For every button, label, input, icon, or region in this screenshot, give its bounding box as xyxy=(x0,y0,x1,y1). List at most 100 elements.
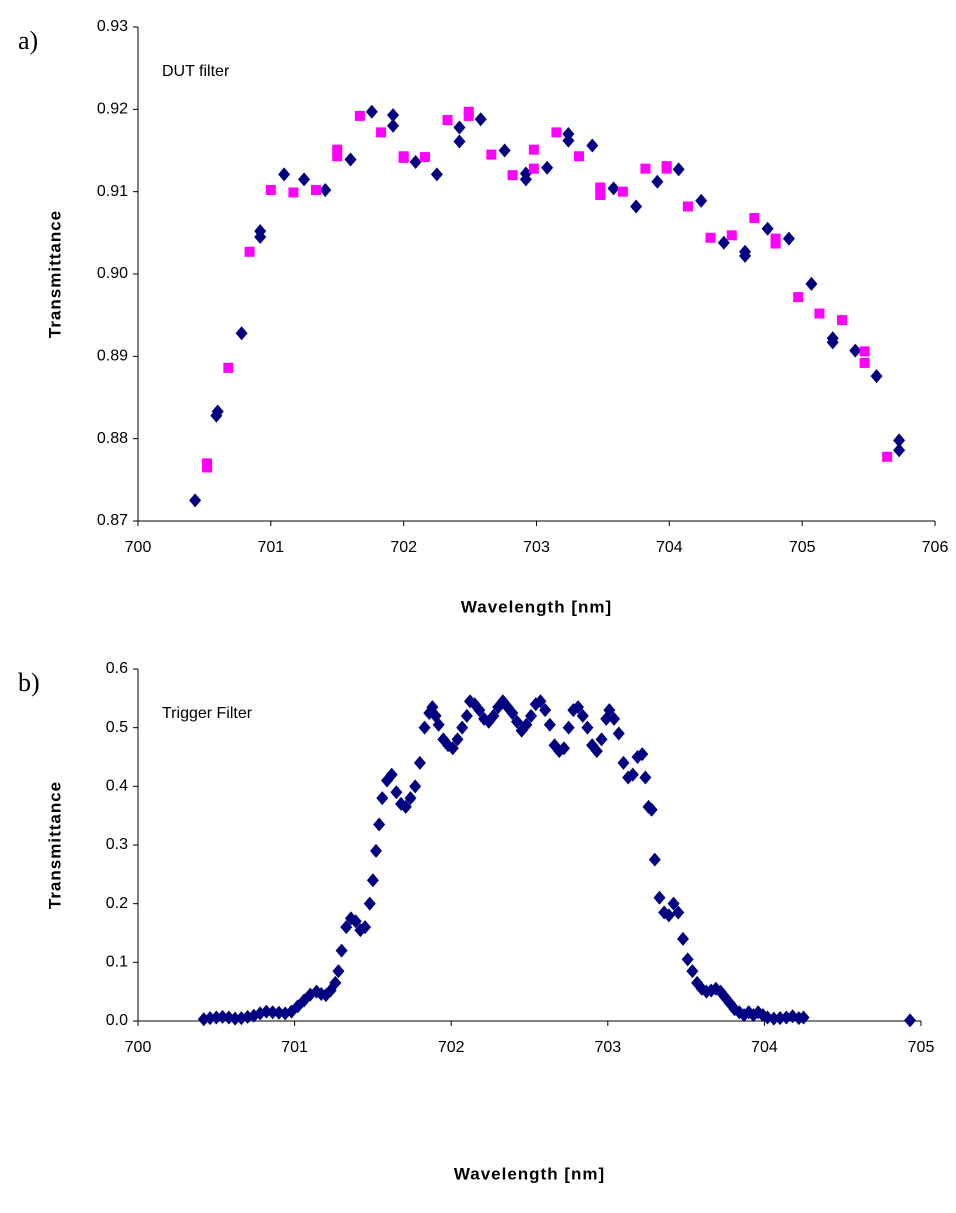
point xyxy=(354,110,365,121)
panel-label: a) xyxy=(18,26,38,55)
point xyxy=(349,914,362,929)
point xyxy=(442,115,453,126)
point xyxy=(534,694,547,709)
point xyxy=(486,149,497,160)
point xyxy=(797,1010,810,1025)
point xyxy=(419,152,430,163)
point xyxy=(507,170,518,181)
panel-label: b) xyxy=(18,668,40,697)
point xyxy=(539,703,552,718)
point xyxy=(639,770,652,785)
y-tick-label: 0.6 xyxy=(106,660,128,677)
point xyxy=(739,244,752,259)
point xyxy=(520,717,533,732)
y-tick-label: 0.89 xyxy=(97,348,128,365)
point xyxy=(463,106,474,117)
point xyxy=(399,799,412,814)
point xyxy=(413,755,426,770)
point xyxy=(595,182,606,193)
point xyxy=(586,138,599,153)
point xyxy=(904,1013,917,1028)
point xyxy=(636,747,649,762)
point xyxy=(298,172,311,187)
point xyxy=(572,700,585,715)
y-axis-title: Transmittance xyxy=(45,781,64,909)
point xyxy=(370,843,383,858)
point xyxy=(617,755,630,770)
point xyxy=(235,326,248,341)
point xyxy=(453,134,466,149)
point xyxy=(376,127,387,138)
point xyxy=(662,908,675,923)
x-tick-label: 703 xyxy=(594,1039,621,1056)
point xyxy=(882,451,893,462)
x-tick-label: 700 xyxy=(125,539,152,556)
point xyxy=(525,708,538,723)
point xyxy=(528,163,539,174)
point xyxy=(432,717,445,732)
point xyxy=(487,708,500,723)
x-tick-label: 701 xyxy=(281,1039,308,1056)
point xyxy=(385,767,398,782)
y-tick-label: 0.88 xyxy=(97,430,128,447)
point xyxy=(265,185,276,196)
x-tick-label: 706 xyxy=(922,539,949,556)
point xyxy=(726,230,737,241)
point xyxy=(453,120,466,135)
point xyxy=(557,741,570,756)
x-tick-label: 700 xyxy=(125,1039,152,1056)
y-tick-label: 0.5 xyxy=(106,719,128,736)
point xyxy=(551,127,562,138)
point xyxy=(430,167,443,182)
point xyxy=(244,246,255,257)
point xyxy=(676,931,689,946)
point xyxy=(672,905,685,920)
point xyxy=(365,104,378,119)
x-axis-title: Wavelength [nm] xyxy=(461,597,612,616)
point xyxy=(418,720,431,735)
point xyxy=(387,118,400,133)
point xyxy=(344,152,357,167)
point xyxy=(630,199,643,214)
point xyxy=(793,292,804,303)
point xyxy=(366,873,379,888)
point xyxy=(595,732,608,747)
point xyxy=(288,187,299,198)
annotation: Trigger Filter xyxy=(162,705,253,722)
point xyxy=(446,741,459,756)
point xyxy=(387,108,400,123)
point xyxy=(332,144,343,155)
point xyxy=(651,174,664,189)
point xyxy=(870,369,883,384)
point xyxy=(363,896,376,911)
point xyxy=(805,276,818,291)
y-tick-label: 0.90 xyxy=(97,265,128,282)
x-tick-label: 704 xyxy=(656,539,683,556)
point xyxy=(451,732,464,747)
y-tick-label: 0.0 xyxy=(106,1012,128,1029)
x-tick-label: 705 xyxy=(789,539,816,556)
point xyxy=(562,133,575,148)
point xyxy=(541,160,554,175)
point xyxy=(607,181,620,196)
point xyxy=(528,144,539,155)
point xyxy=(409,155,422,170)
point xyxy=(332,151,343,162)
point xyxy=(202,458,213,469)
point xyxy=(617,186,628,197)
point xyxy=(510,714,523,729)
point xyxy=(319,183,332,198)
y-tick-label: 0.4 xyxy=(106,778,128,795)
point xyxy=(398,151,409,162)
point xyxy=(562,720,575,735)
point xyxy=(682,201,693,212)
point xyxy=(310,185,321,196)
y-tick-label: 0.2 xyxy=(106,895,128,912)
y-tick-label: 0.92 xyxy=(97,101,128,118)
point xyxy=(409,779,422,794)
y-tick-label: 0.3 xyxy=(106,836,128,853)
point xyxy=(681,952,694,967)
point xyxy=(474,112,487,127)
point xyxy=(390,785,403,800)
